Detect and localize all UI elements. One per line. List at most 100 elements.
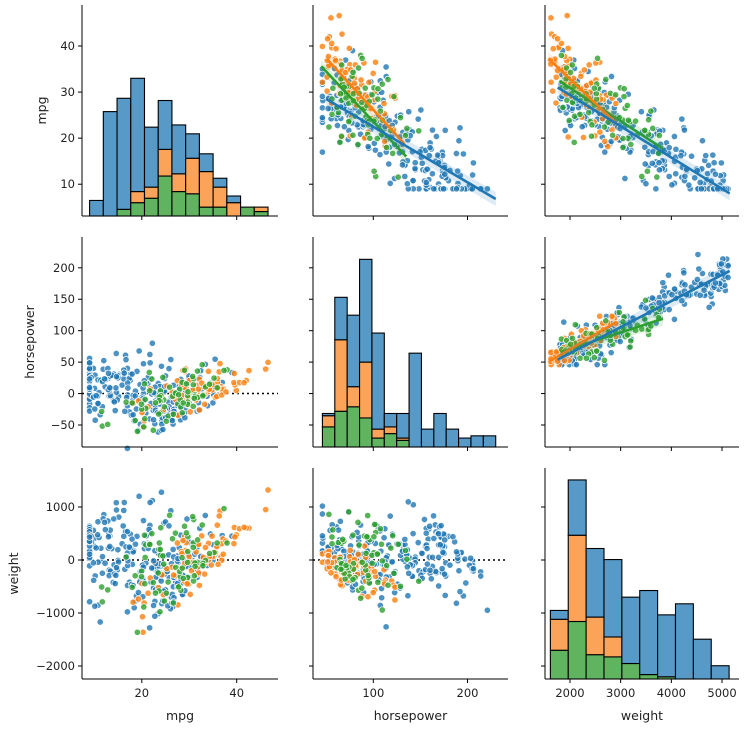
- scatter-point-blue: [483, 606, 491, 614]
- scatter-point-orange: [318, 42, 326, 50]
- scatter-point-green: [190, 394, 198, 402]
- scatter-point-blue: [128, 370, 136, 378]
- scatter-point-blue: [648, 294, 656, 302]
- scatter-point-blue: [677, 152, 685, 160]
- hist-bar-green: [212, 206, 228, 217]
- scatter-point-blue: [151, 612, 159, 620]
- scatter-point-orange: [328, 39, 336, 47]
- scatter-point-blue: [169, 545, 177, 553]
- scatter-point-blue: [418, 159, 426, 167]
- hist-bar-blue: [692, 638, 712, 680]
- scatter-point-blue: [86, 533, 94, 541]
- scatter-point-blue: [427, 575, 435, 583]
- scatter-point-green: [627, 140, 635, 149]
- scatter-point-green: [140, 380, 149, 388]
- scatter-point-blue: [607, 72, 616, 81]
- scatter-point-green: [160, 597, 168, 605]
- hist-bar-orange: [549, 618, 569, 651]
- scatter-point-green: [128, 583, 136, 591]
- scatter-point-green: [175, 583, 183, 591]
- panel-horsepower-vs-mpg: −50 0 50 100 150 200: [51, 237, 278, 452]
- scatter-point-orange: [608, 312, 616, 320]
- scatter-point-green: [98, 598, 106, 606]
- regression-line-green: [320, 65, 408, 158]
- scatter-point-green: [159, 552, 167, 560]
- scatter-point-green: [148, 375, 156, 383]
- scatter-point-green: [191, 562, 199, 570]
- hist-bar-green: [321, 426, 336, 448]
- scatter-point-blue: [165, 522, 173, 530]
- scatter-point-green: [133, 427, 141, 435]
- scatter-point-blue: [146, 624, 154, 632]
- panel-horsepower-vs-weight: [541, 237, 739, 451]
- scatter-point-green: [559, 103, 567, 112]
- scatter-point-blue: [112, 564, 121, 572]
- y-tick-label: −1000: [36, 606, 75, 620]
- scatter-point-green: [122, 398, 130, 406]
- scatter-point-blue: [440, 185, 448, 193]
- scatter-point-green: [358, 558, 366, 566]
- scatter-point-green: [131, 572, 139, 580]
- scatter-point-orange: [195, 581, 203, 589]
- scatter-point-green: [383, 562, 391, 570]
- scatter-point-orange: [354, 550, 362, 558]
- scatter-point-green: [184, 558, 192, 566]
- scatter-point-orange: [332, 45, 340, 53]
- scatter-point-green: [376, 525, 384, 533]
- scatter-point-green: [171, 529, 179, 537]
- scatter-point-green: [396, 582, 405, 590]
- scatter-point-blue: [705, 303, 713, 311]
- scatter-point-orange: [579, 133, 588, 141]
- scatter-point-blue: [318, 92, 326, 100]
- hist-bar-blue: [116, 97, 132, 210]
- scatter-point-green: [189, 513, 197, 521]
- scatter-point-green: [378, 80, 386, 88]
- hist-bar-orange: [585, 616, 605, 656]
- scatter-point-orange: [577, 72, 585, 80]
- scatter-point-blue: [698, 137, 707, 145]
- scatter-point-green: [609, 131, 617, 139]
- scatter-point-blue: [364, 143, 372, 151]
- x-tick-label: 3000: [606, 686, 635, 700]
- scatter-point-blue: [123, 444, 131, 452]
- scatter-point-blue: [449, 533, 457, 541]
- y-tick-label: 10: [60, 177, 75, 191]
- scatter-point-blue: [318, 114, 326, 122]
- scatter-point-blue: [157, 488, 166, 496]
- scatter-point-orange: [323, 87, 331, 95]
- scatter-point-blue: [672, 145, 680, 153]
- scatter-point-blue: [318, 532, 326, 540]
- scatter-point-orange: [183, 580, 191, 588]
- scatter-point-orange: [564, 44, 572, 52]
- scatter-point-blue: [150, 416, 158, 424]
- scatter-point-green: [396, 114, 405, 122]
- scatter-point-green: [160, 403, 168, 411]
- scatter-point-green: [649, 124, 657, 132]
- scatter-point-blue: [98, 569, 106, 577]
- scatter-point-orange: [213, 521, 221, 529]
- scatter-point-orange: [170, 571, 178, 579]
- y-tick-label: 30: [60, 85, 75, 99]
- scatter-point-orange: [381, 137, 389, 145]
- scatter-point-blue: [101, 559, 109, 567]
- scatter-point-green: [363, 533, 371, 541]
- scatter-point-blue: [467, 554, 475, 562]
- hist-bar-blue: [171, 124, 187, 175]
- scatter-point-blue: [403, 180, 411, 188]
- hist-bar-green: [371, 437, 385, 448]
- scatter-point-green: [415, 127, 423, 135]
- scatter-point-green: [401, 131, 410, 140]
- scatter-point-orange: [324, 35, 332, 43]
- y-tick-label: 0: [68, 387, 75, 401]
- scatter-point-green: [162, 417, 170, 425]
- scatter-point-green: [206, 549, 214, 558]
- scatter-point-orange: [552, 99, 560, 107]
- scatter-point-blue: [100, 357, 108, 365]
- hist-bar-blue: [371, 332, 385, 430]
- scatter-point-blue: [86, 550, 94, 558]
- hist-bar-blue: [470, 435, 484, 448]
- scatter-point-orange: [563, 12, 571, 20]
- scatter-point-blue: [111, 407, 119, 415]
- scatter-point-green: [362, 549, 370, 557]
- scatter-point-blue: [665, 144, 673, 152]
